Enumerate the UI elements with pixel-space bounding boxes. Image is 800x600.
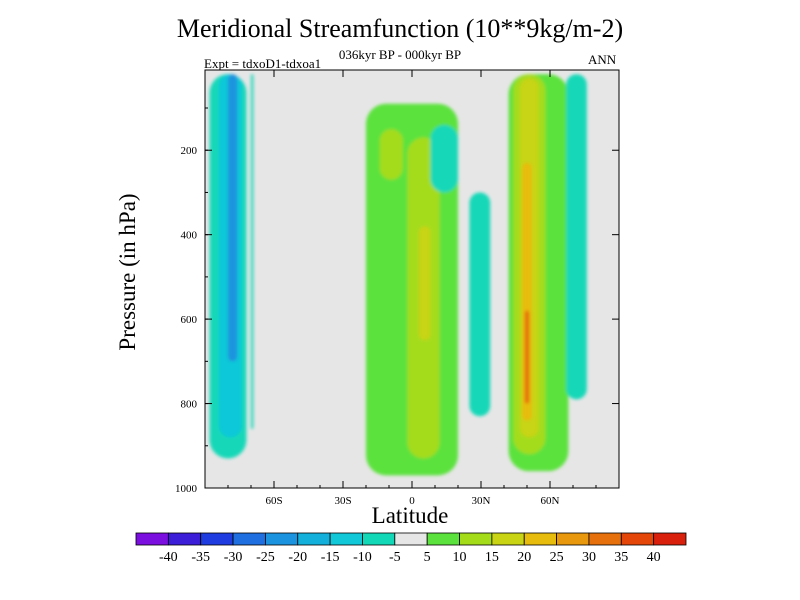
contour-region-nh-sub-upper <box>430 124 458 193</box>
colorbar-box <box>135 532 169 546</box>
colorbar-box <box>329 532 363 546</box>
experiment-label: Expt = tdxoD1-tdxoa1 <box>204 56 322 71</box>
colorbar-label: 20 <box>517 550 531 565</box>
contour-region-nh-polar-neg <box>566 74 587 400</box>
colorbar-box <box>426 532 460 546</box>
colorbar-label: -20 <box>288 550 307 565</box>
y-tick-label: 200 <box>181 145 198 157</box>
x-tick-label: 0 <box>409 495 415 507</box>
contour-region-tropical-upper-core <box>379 129 403 180</box>
colorbar-label: -30 <box>224 550 243 565</box>
chart-title: Meridional Streamfunction (10**9kg/m-2) <box>176 14 624 43</box>
colorbar-box <box>620 532 655 546</box>
colorbar-label: -15 <box>321 550 340 565</box>
contour-region-nh-ferrel-35 <box>524 310 530 404</box>
colorbar-box <box>588 532 622 546</box>
colorbar-box <box>491 532 525 546</box>
colorbar-label: 15 <box>485 550 499 565</box>
x-tick-label: 30N <box>472 495 491 507</box>
colorbar: -40 -35 -30 -25 -20 -15 -10 -5 5 10 15 20 25 30 35 40 <box>135 532 687 565</box>
x-tick-label: 60S <box>265 495 282 507</box>
colorbar-label: 5 <box>424 550 431 565</box>
contour-regions <box>209 74 587 476</box>
colorbar-label: -40 <box>159 550 178 565</box>
y-tick-label: 800 <box>181 399 198 411</box>
y-tick-label: 400 <box>181 230 198 242</box>
colorbar-label: 25 <box>550 550 564 565</box>
colorbar-box <box>200 532 234 546</box>
colorbar-box <box>394 532 428 546</box>
colorbar-box <box>459 532 493 546</box>
colorbar-label: 40 <box>647 550 661 565</box>
contour-region-sh-thin-band <box>251 74 254 429</box>
colorbar-label: 30 <box>582 550 596 565</box>
x-tick-label: 30S <box>334 495 351 507</box>
x-tick-label: 60N <box>541 495 560 507</box>
colorbar-box <box>265 532 299 546</box>
colorbar-label: -10 <box>353 550 372 565</box>
y-tick-label: 1000 <box>175 483 198 495</box>
colorbar-box <box>556 532 590 546</box>
y-tick-label: 600 <box>181 314 198 326</box>
colorbar-label: -25 <box>256 550 275 565</box>
colorbar-box <box>167 532 202 546</box>
contour-region-sh-cell-core <box>228 74 238 362</box>
chart-subtitle: 036kyr BP - 000kyr BP <box>338 47 462 62</box>
colorbar-box <box>653 532 687 546</box>
colorbar-label: 10 <box>453 550 467 565</box>
colorbar-box <box>297 532 331 546</box>
axis-ticks: 60S 30S 0 30N 60N 200 400 600 800 1000 <box>175 70 620 507</box>
contour-region-nh-sub-band <box>469 192 491 417</box>
season-label: ANN <box>588 52 617 67</box>
colorbar-label: 35 <box>614 550 628 565</box>
colorbar-label: -35 <box>191 550 210 565</box>
colorbar-box <box>232 532 266 546</box>
colorbar-label: -5 <box>389 550 401 565</box>
x-axis-label: Latitude <box>371 503 449 528</box>
colorbar-box <box>362 532 396 546</box>
colorbar-box <box>523 532 557 546</box>
contour-region-tropical-center <box>418 226 431 341</box>
